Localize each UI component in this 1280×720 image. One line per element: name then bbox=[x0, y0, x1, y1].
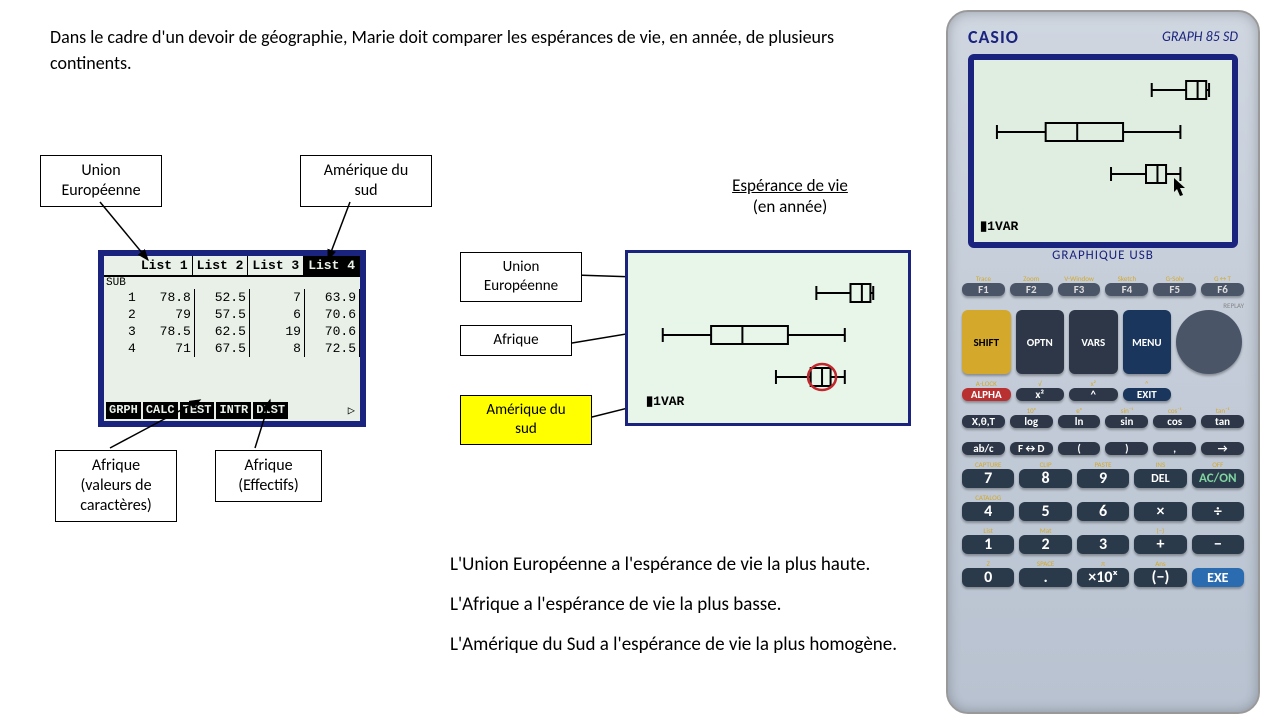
sub-label: SUB bbox=[104, 277, 360, 289]
key-f5[interactable]: F5 bbox=[1153, 283, 1196, 296]
calc-model: GRAPH 85 SD bbox=[1162, 28, 1238, 45]
key-f1[interactable]: F1 bbox=[962, 283, 1005, 296]
col-list2: List 2 bbox=[193, 256, 249, 275]
key-x[interactable]: x² bbox=[1016, 388, 1065, 401]
key-[interactable]: → bbox=[1201, 442, 1244, 455]
key-f4[interactable]: F4 bbox=[1105, 283, 1148, 296]
key-[interactable]: + bbox=[1134, 535, 1186, 554]
key-1[interactable]: 1 bbox=[962, 535, 1014, 554]
key-log[interactable]: log bbox=[1010, 415, 1053, 428]
key-alpha[interactable]: ALPHA bbox=[962, 388, 1011, 401]
key-fd[interactable]: F↔D bbox=[1010, 442, 1053, 455]
key-sin[interactable]: sin bbox=[1105, 415, 1148, 428]
key-exit[interactable]: EXIT bbox=[1123, 388, 1172, 401]
dpad[interactable] bbox=[1176, 310, 1242, 374]
key-7[interactable]: 7 bbox=[962, 469, 1014, 488]
key-[interactable]: (−) bbox=[1134, 568, 1186, 587]
calculator-device: CASIO GRAPH 85 SD ▮1VAR GRAPHIQUE USB Tr… bbox=[946, 10, 1260, 714]
label-ue: UnionEuropéenne bbox=[40, 155, 162, 207]
intro-text: Dans le cadre d'un devoir de géographie,… bbox=[50, 24, 850, 76]
svg-text:▮1VAR: ▮1VAR bbox=[646, 394, 685, 409]
col-list3: List 3 bbox=[248, 256, 304, 275]
key-0[interactable]: 0 bbox=[962, 568, 1014, 587]
svg-text:▮1VAR: ▮1VAR bbox=[980, 219, 1019, 234]
boxplot-screen-mid: ▮1VAR bbox=[625, 250, 911, 426]
key-4[interactable]: 4 bbox=[962, 502, 1014, 521]
label-afr-eff: Afrique(Effectifs) bbox=[215, 450, 322, 502]
calc-brand: CASIO bbox=[968, 26, 1019, 48]
key-5[interactable]: 5 bbox=[1019, 502, 1071, 521]
key-[interactable]: , bbox=[1153, 442, 1196, 455]
col-list4: List 4 bbox=[304, 256, 360, 275]
label-afr2: Afrique bbox=[460, 325, 572, 356]
key-[interactable]: ^ bbox=[1069, 388, 1118, 401]
key-[interactable]: × bbox=[1134, 502, 1186, 521]
key-[interactable]: ) bbox=[1105, 442, 1148, 455]
key-del[interactable]: DEL bbox=[1134, 469, 1186, 488]
label-amsud2: Amérique dusud bbox=[460, 395, 592, 445]
calc-screen: ▮1VAR bbox=[968, 54, 1238, 248]
label-ue2: UnionEuropéenne bbox=[460, 252, 582, 302]
calc-list-screen: List 1 List 2 List 3 List 4 SUB 178.852.… bbox=[98, 250, 366, 427]
key-acon[interactable]: AC/ON bbox=[1192, 469, 1244, 488]
key-vars[interactable]: VARS bbox=[1069, 310, 1118, 374]
key-xt[interactable]: X,θ,T bbox=[962, 415, 1005, 428]
key-[interactable]: − bbox=[1192, 535, 1244, 554]
key-shift[interactable]: SHIFT bbox=[962, 310, 1011, 374]
key-8[interactable]: 8 bbox=[1019, 469, 1071, 488]
label-afr-val: Afrique(valeurs decaractères) bbox=[55, 450, 177, 522]
key-optn[interactable]: OPTN bbox=[1016, 310, 1065, 374]
key-menu[interactable]: MENU bbox=[1123, 310, 1172, 374]
key-f6[interactable]: F6 bbox=[1201, 283, 1244, 296]
key-exe[interactable]: EXE bbox=[1192, 568, 1244, 587]
key-10[interactable]: ×10ˣ bbox=[1077, 568, 1129, 587]
key-[interactable]: ÷ bbox=[1192, 502, 1244, 521]
key-2[interactable]: 2 bbox=[1019, 535, 1071, 554]
col-list1: List 1 bbox=[137, 256, 193, 275]
label-amsud: Amérique dusud bbox=[300, 155, 432, 207]
key-9[interactable]: 9 bbox=[1077, 469, 1129, 488]
key-3[interactable]: 3 bbox=[1077, 535, 1129, 554]
key-ln[interactable]: ln bbox=[1058, 415, 1101, 428]
list-footer: GRPH CALC TEST INTR DIST ▷ bbox=[104, 400, 360, 421]
calc-usb-label: GRAPHIQUE USB bbox=[948, 248, 1258, 263]
key-[interactable]: . bbox=[1019, 568, 1071, 587]
key-tan[interactable]: tan bbox=[1201, 415, 1244, 428]
key-6[interactable]: 6 bbox=[1077, 502, 1129, 521]
key-f2[interactable]: F2 bbox=[1010, 283, 1053, 296]
chart-title: Espérance de vie (en année) bbox=[700, 175, 880, 217]
key-abc[interactable]: ab/c bbox=[962, 442, 1005, 455]
calc-keypad: TraceF1ZoomF2V-WindowF3SketchF4G-SolvF5G… bbox=[962, 274, 1244, 698]
key-cos[interactable]: cos bbox=[1153, 415, 1196, 428]
conclusions: L'Union Européenne a l'espérance de vie … bbox=[450, 545, 897, 665]
key-[interactable]: ( bbox=[1058, 442, 1101, 455]
key-f3[interactable]: F3 bbox=[1058, 283, 1101, 296]
